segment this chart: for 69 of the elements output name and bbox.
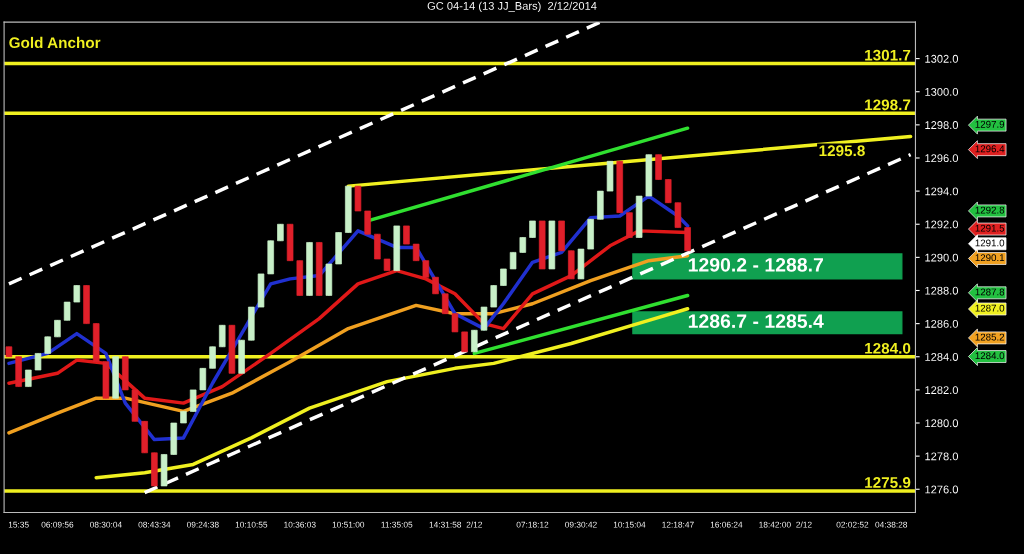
x-tick-label: 02:02:52 (836, 521, 869, 528)
y-tick-label: 1292.0 (925, 220, 959, 229)
x-tick-label: 07:18:12 (516, 521, 549, 528)
candlestick (471, 329, 478, 353)
candlestick (684, 226, 691, 252)
chart-title: GC 04-14 (13 JJ_Bars) 2/12/2014 (427, 1, 597, 13)
band-label: 1290.2 - 1288.7 (688, 257, 823, 272)
x-tick-label: 04:38:28 (875, 521, 908, 528)
text: 1291.0 (975, 239, 1005, 247)
candlestick (441, 293, 449, 315)
x-tick-label: 10:51:00 (332, 521, 365, 528)
annotation: Gold Anchor (9, 36, 101, 49)
x-tick-label: 08:43:34 (138, 521, 171, 528)
y-tick-label: 1296.0 (925, 154, 959, 163)
text: 1290.1 (975, 254, 1005, 262)
x-tick-label: 10:15:04 (613, 521, 646, 528)
y-tick-label: 1280.0 (925, 419, 959, 428)
candlestick (451, 312, 459, 333)
y-tick-label: 1294.0 (925, 187, 959, 196)
x-tick-label: 09:30:42 (565, 521, 597, 528)
y-tick-label: 1298.0 (925, 121, 959, 129)
text: 1284.0 (975, 352, 1005, 360)
y-tick-label: 1300.0 (925, 88, 959, 96)
x-tick-label: 08:30:04 (90, 521, 122, 528)
y-tick-label: 1282.0 (925, 386, 959, 395)
x-tick-label: 10:36:03 (284, 521, 316, 528)
text: 1291.5 (975, 224, 1005, 232)
candlestick (461, 331, 468, 353)
candlestick (490, 284, 497, 308)
x-tick-label: 09:24:38 (186, 521, 219, 528)
ref-line-label: 1298.7 (865, 99, 911, 111)
y-tick-label: 1276.0 (925, 485, 959, 494)
candlestick (199, 367, 207, 391)
y-tick-label: 1284.0 (925, 353, 959, 361)
x-tick-label: 2/12 (796, 521, 812, 528)
candlestick (63, 301, 71, 322)
y-tick-label: 1278.0 (925, 452, 959, 461)
text: 1287.8 (975, 288, 1005, 296)
y-tick-label: 1288.0 (925, 286, 959, 295)
x-tick-label: 06:09:56 (41, 521, 74, 528)
candlestick (218, 324, 226, 348)
y-tick-label: 1286.0 (925, 319, 959, 328)
ref-line-label: 1301.7 (865, 49, 911, 61)
y-tick-label: 1290.0 (925, 253, 959, 262)
annotation: 1295.8 (819, 145, 865, 157)
ref-line-label: 1275.9 (865, 477, 911, 488)
ref-line-label: 1284.0 (865, 342, 911, 354)
text: 1287.0 (975, 304, 1005, 312)
candlestick (364, 210, 371, 235)
x-tick-label: 15:35 (8, 521, 29, 528)
y-tick-label: 1302.0 (925, 54, 959, 63)
candlestick (480, 306, 488, 331)
x-tick-label: 2/12 (466, 521, 483, 528)
x-tick-label: 11:35:05 (381, 521, 413, 528)
text: 1297.9 (975, 120, 1005, 128)
x-tick-label: 18:42:00 (759, 521, 791, 528)
x-tick-label: 10:10:55 (235, 521, 268, 528)
text: 1296.4 (975, 145, 1005, 153)
candlestick (403, 225, 410, 245)
x-tick-label: 12:18:47 (662, 521, 694, 528)
text: 1285.2 (975, 333, 1005, 341)
candlestick (664, 178, 672, 204)
text: 1292.8 (975, 206, 1005, 214)
x-tick-label: 14:31:58 (429, 521, 462, 528)
candlestick (189, 389, 197, 413)
candlestick (209, 346, 216, 370)
x-tick-label: 16:06:24 (710, 521, 743, 528)
band-label: 1286.7 - 1285.4 (688, 314, 824, 329)
line-series (7, 253, 690, 435)
